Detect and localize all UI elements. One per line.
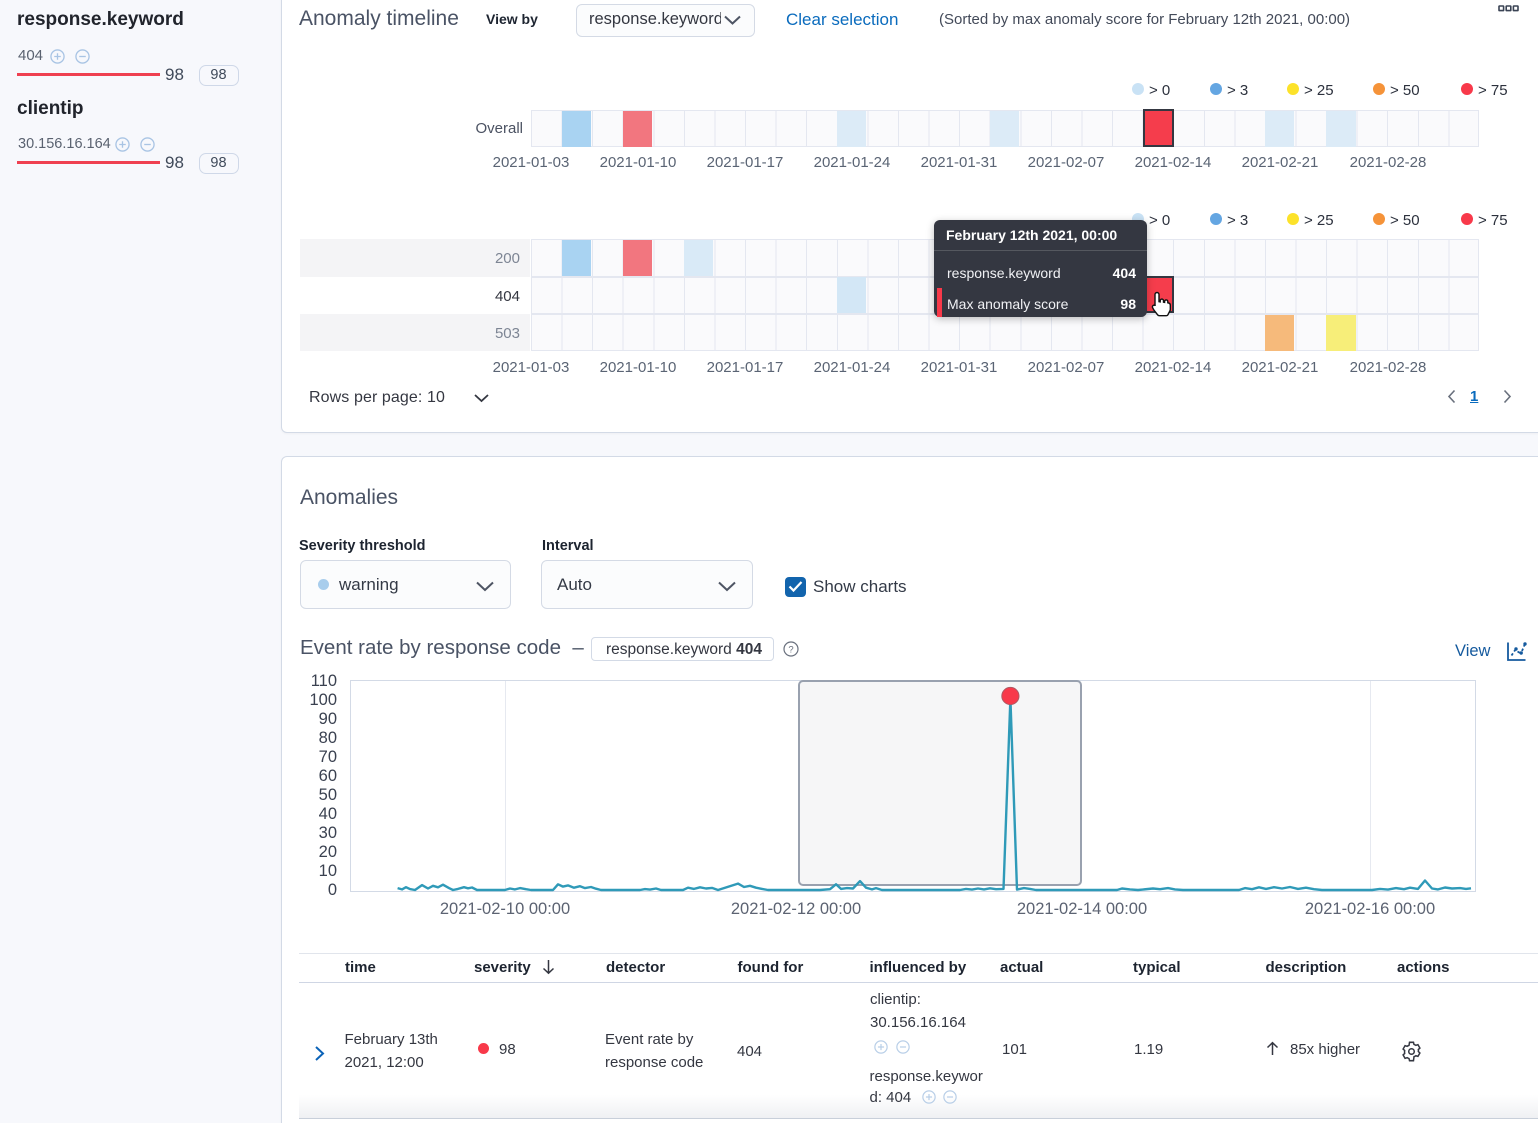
- svg-text:?: ?: [788, 645, 793, 656]
